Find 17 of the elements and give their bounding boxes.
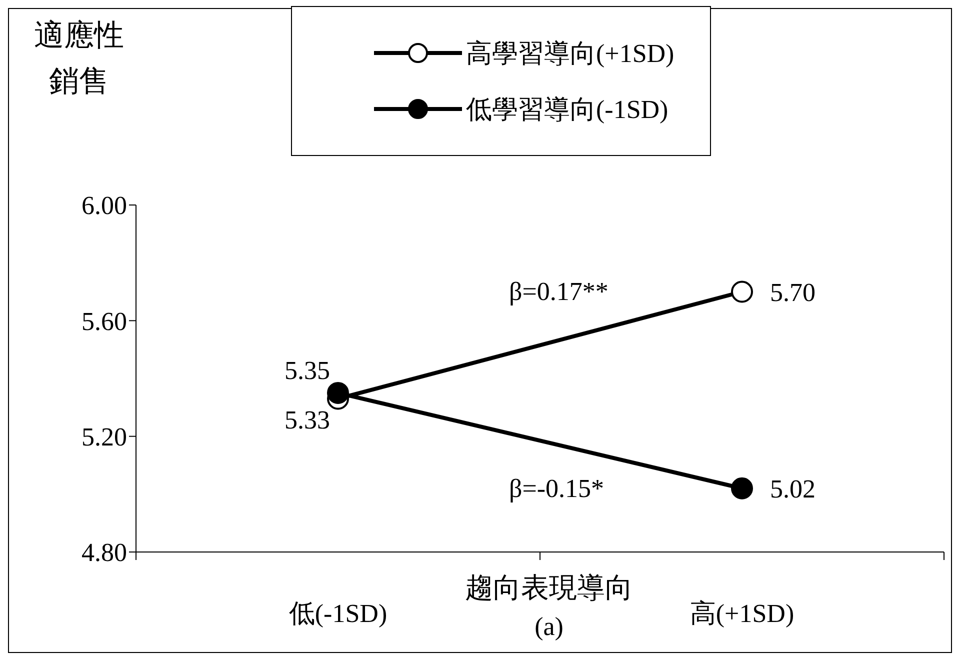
data-label: 5.70 <box>770 278 816 307</box>
x-tick-label: 低(-1SD) <box>288 599 388 628</box>
data-label: 5.02 <box>770 474 816 504</box>
x-tick-label: 高(+1SD) <box>690 599 794 628</box>
y-tick-label: 5.60 <box>82 306 127 336</box>
legend-label: 高學習導向(+1SD) <box>466 38 674 70</box>
y-tick-label: 6.00 <box>82 191 127 220</box>
annotation: β=0.17** <box>509 277 608 307</box>
y-axis-title: 適應性銷售 <box>33 18 125 100</box>
data-label: 5.35 <box>284 356 330 385</box>
legend-label: 低學習導向(-1SD) <box>466 94 668 126</box>
y-tick-label: 4.80 <box>82 538 127 568</box>
y-tick-label: 5.20 <box>82 422 127 452</box>
annotation: β=-0.15* <box>509 474 604 504</box>
x-axis-title: 趨向表現導向 <box>465 573 633 604</box>
data-label: 5.33 <box>284 406 330 435</box>
text: (a) <box>534 612 564 641</box>
